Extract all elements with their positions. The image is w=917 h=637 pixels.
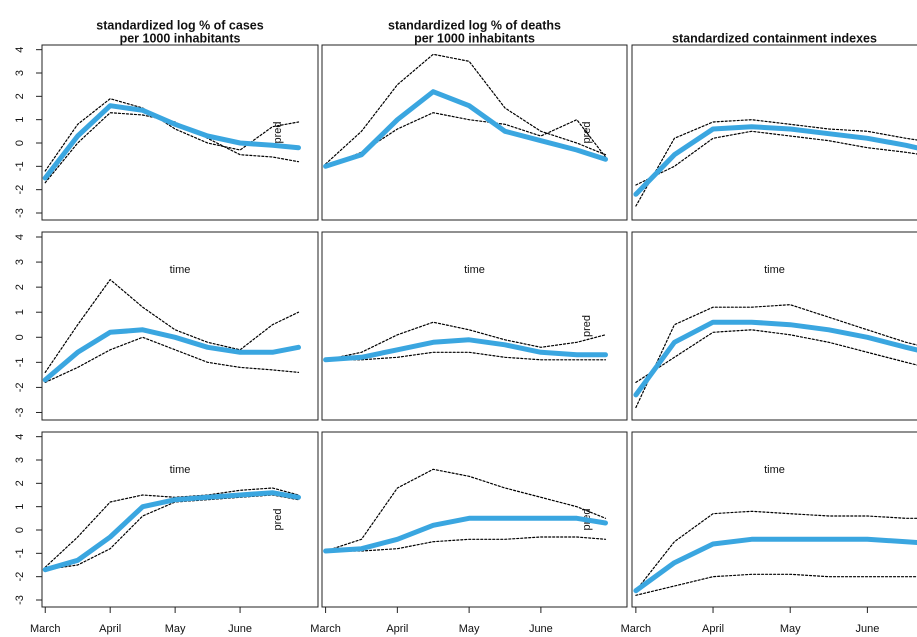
y-tick-label: -2 <box>14 383 26 393</box>
y-tick-label: 3 <box>14 70 26 76</box>
y-tick-label: -3 <box>14 408 26 418</box>
y-tick-label: 2 <box>14 93 26 99</box>
x-tick-label: May <box>165 623 186 635</box>
mean-line <box>323 89 608 169</box>
dotted-line <box>44 98 300 172</box>
dotted-line <box>44 279 300 373</box>
annotation: pred <box>581 315 593 337</box>
dotted-line <box>635 130 917 186</box>
panel-frame <box>41 431 319 608</box>
panel-title: per 1000 inhabitants <box>120 31 241 45</box>
dotted-line <box>635 304 917 409</box>
annotation: time <box>170 264 191 276</box>
dotted-line <box>325 321 607 361</box>
y-tick-label: -1 <box>14 161 26 171</box>
y-tick-label: -3 <box>14 595 26 605</box>
x-tick-label: March <box>621 623 652 635</box>
y-tick-label: 1 <box>14 117 26 123</box>
y-tick-label: 3 <box>14 259 26 265</box>
dotted-line <box>325 53 607 165</box>
panel-frame <box>631 231 917 421</box>
annotation: time <box>764 264 785 276</box>
y-tick-label: 1 <box>14 309 26 315</box>
panel-frame <box>321 431 628 608</box>
dotted-line <box>44 336 300 383</box>
y-tick-label: -2 <box>14 572 26 582</box>
dotted-line <box>635 573 917 596</box>
x-tick-label: May <box>780 623 801 635</box>
panel-title: standardized containment indexes <box>672 31 877 45</box>
mean-line <box>633 124 917 197</box>
x-tick-label: June <box>228 623 252 635</box>
panel-title: standardized log % of cases <box>96 18 263 32</box>
x-tick-label: April <box>99 623 121 635</box>
mean-line <box>633 536 917 594</box>
y-tick-label: 4 <box>14 47 26 53</box>
panel-title: standardized log % of deaths <box>388 18 561 32</box>
y-tick-label: 1 <box>14 504 26 510</box>
x-tick-label: June <box>529 623 553 635</box>
mean-line <box>323 337 608 363</box>
panel-frame <box>631 431 917 608</box>
panel-title: per 1000 inhabitants <box>414 31 535 45</box>
x-tick-label: March <box>310 623 341 635</box>
mean-line <box>323 515 608 554</box>
panel-frame <box>41 44 319 221</box>
panel-frame <box>321 231 628 421</box>
y-tick-label: -1 <box>14 357 26 367</box>
x-tick-label: April <box>386 623 408 635</box>
annotation: pred <box>272 121 284 143</box>
x-tick-label: May <box>459 623 480 635</box>
mean-line <box>42 327 301 383</box>
dotted-line <box>325 351 607 361</box>
y-tick-label: 0 <box>14 334 26 340</box>
mean-line <box>42 103 301 181</box>
annotation: pred <box>272 508 284 530</box>
mean-line <box>42 490 301 573</box>
panel-frame <box>321 44 628 221</box>
y-tick-label: 0 <box>14 527 26 533</box>
annotation: pred <box>581 121 593 143</box>
y-tick-label: 2 <box>14 284 26 290</box>
annotation: time <box>464 264 485 276</box>
dotted-line <box>635 329 917 383</box>
annotation: time <box>170 464 191 476</box>
x-tick-label: March <box>30 623 61 635</box>
dotted-line <box>325 468 607 552</box>
panel-frame <box>41 231 319 421</box>
x-tick-label: April <box>702 623 724 635</box>
y-tick-label: -2 <box>14 185 26 195</box>
y-tick-label: 2 <box>14 480 26 486</box>
dotted-line <box>635 510 917 592</box>
y-tick-label: -3 <box>14 208 26 218</box>
y-tick-label: 4 <box>14 434 26 440</box>
y-tick-label: -1 <box>14 548 26 558</box>
x-tick-label: June <box>855 623 879 635</box>
dotted-line <box>325 112 607 167</box>
panel-frame <box>631 44 917 221</box>
annotation: time <box>764 464 785 476</box>
y-tick-label: 0 <box>14 140 26 146</box>
y-tick-label: 4 <box>14 234 26 240</box>
dotted-line <box>635 119 917 207</box>
dotted-line <box>325 536 607 552</box>
mean-line <box>633 319 917 398</box>
y-tick-label: 3 <box>14 457 26 463</box>
